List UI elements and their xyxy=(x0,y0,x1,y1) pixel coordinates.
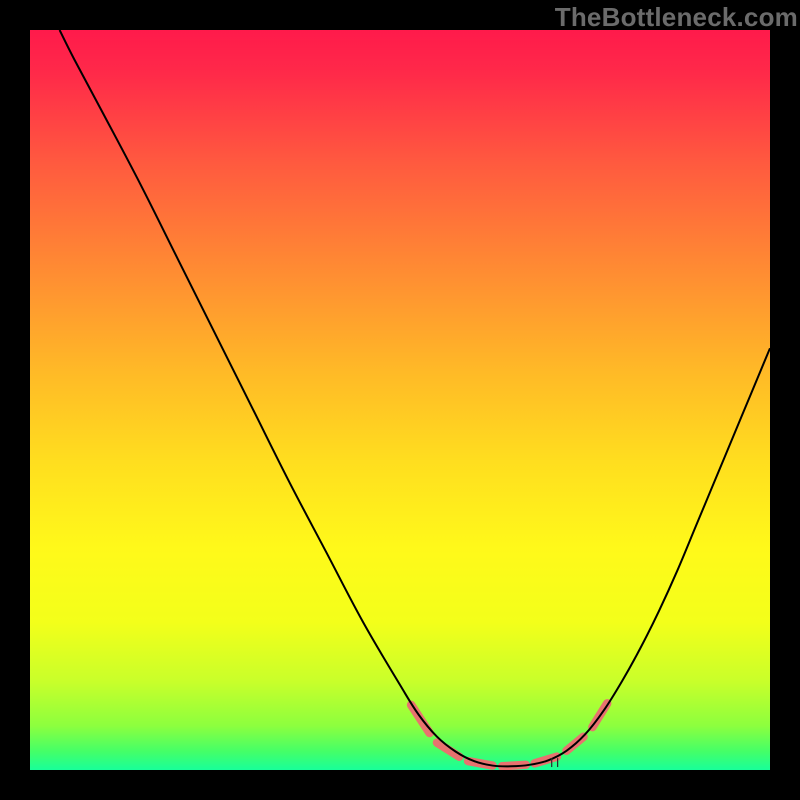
plot-area xyxy=(30,30,770,770)
bottleneck-curve xyxy=(60,30,770,766)
watermark-text: TheBottleneck.com xyxy=(555,2,798,33)
chart-svg xyxy=(30,30,770,770)
dash-segment xyxy=(437,743,459,757)
